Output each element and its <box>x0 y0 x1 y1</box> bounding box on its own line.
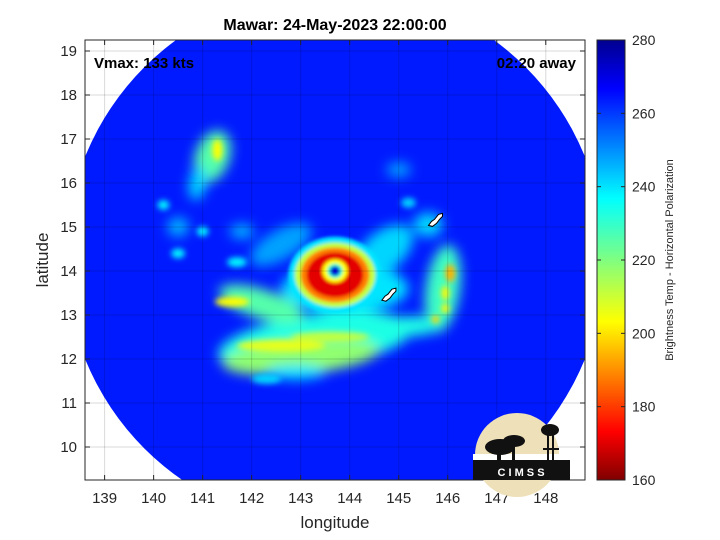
colorbar-tick-label: 180 <box>632 399 656 415</box>
x-tick-label: 145 <box>386 490 411 507</box>
x-axis-ticks: 139 140 141 142 143 144 145 146 147 148 <box>92 40 558 507</box>
rainband-5 <box>250 223 312 266</box>
colorbar-tick-label: 240 <box>632 179 656 195</box>
colorbar-tick-label: 160 <box>632 472 656 488</box>
cimss-logo-text: C I M S S <box>497 467 544 479</box>
colorbar-tick-label: 220 <box>632 252 656 268</box>
x-tick-label: 140 <box>141 490 166 507</box>
rainband-detail-4 <box>445 264 456 283</box>
y-tick-label: 16 <box>60 175 77 192</box>
rainband-11 <box>167 217 189 237</box>
rainband-detail-8 <box>157 200 170 210</box>
axes-frame <box>84 39 586 481</box>
island-guam <box>381 287 397 302</box>
x-tick-label: 141 <box>190 490 215 507</box>
rainband-detail-7 <box>431 315 440 324</box>
eyewall-ring-6 <box>330 266 340 276</box>
colorbar-label: Brightness Temp - Horizontal Polarizatio… <box>664 159 676 361</box>
x-tick-label: 148 <box>533 490 558 507</box>
x-tick-label: 144 <box>337 490 362 507</box>
brightness-temp-field <box>85 40 585 480</box>
colorbar-tick-label: 280 <box>632 32 656 48</box>
colorbar <box>596 39 626 481</box>
x-tick-label: 143 <box>288 490 313 507</box>
rainband-detail-2 <box>214 296 250 307</box>
rainband-12 <box>229 224 255 239</box>
x-tick-label: 142 <box>239 490 264 507</box>
colorbar-tick-label: 200 <box>632 325 656 341</box>
time-away-annotation: 02:20 away <box>497 55 577 72</box>
y-tick-label: 19 <box>60 43 77 60</box>
y-tick-label: 14 <box>60 263 77 280</box>
rainband-detail-0 <box>236 339 326 352</box>
islands-layer <box>381 212 443 302</box>
rainband-10 <box>188 166 207 200</box>
rainband-detail-10 <box>196 226 209 237</box>
rainband-detail-11 <box>227 257 247 268</box>
y-tick-label: 13 <box>60 307 77 324</box>
cimss-logo: C I M S S <box>473 413 579 497</box>
rainband-detail-6 <box>441 303 450 314</box>
rainband-2 <box>219 284 304 324</box>
rainband-detail-13 <box>251 373 282 384</box>
y-tick-label: 12 <box>60 351 77 368</box>
rainband-13 <box>266 364 326 380</box>
y-tick-label: 10 <box>60 439 77 456</box>
y-tick-label: 11 <box>61 395 77 412</box>
y-tick-label: 18 <box>60 87 77 104</box>
rainband-7 <box>388 316 438 336</box>
y-axis-ticks: 10 11 12 13 14 15 16 17 18 19 <box>60 43 585 456</box>
rainband-detail-12 <box>401 197 416 208</box>
rainband-detail-9 <box>171 248 185 259</box>
y-tick-label: 17 <box>60 131 77 148</box>
rainband-14 <box>386 162 411 178</box>
rainband-detail-3 <box>212 139 223 161</box>
y-axis-label: latitude <box>33 233 52 288</box>
rainband-detail-1 <box>290 332 370 342</box>
y-tick-label: 15 <box>60 219 77 236</box>
rainband-detail-5 <box>441 285 450 301</box>
x-tick-label: 139 <box>92 490 117 507</box>
x-tick-label: 146 <box>435 490 460 507</box>
island-saipan <box>427 212 443 227</box>
grid-lines <box>85 40 585 480</box>
eyewall-core <box>288 236 382 314</box>
vmax-annotation: Vmax: 133 kts <box>94 55 194 72</box>
x-axis-label: longitude <box>300 513 369 532</box>
colorbar-tick-label: 260 <box>632 105 656 121</box>
chart-title: Mawar: 24-May-2023 22:00:00 <box>223 17 446 34</box>
rainband-detail-layer <box>157 139 456 384</box>
colorbar-ticks: 160 180 200 220 240 260 280 <box>597 32 656 488</box>
